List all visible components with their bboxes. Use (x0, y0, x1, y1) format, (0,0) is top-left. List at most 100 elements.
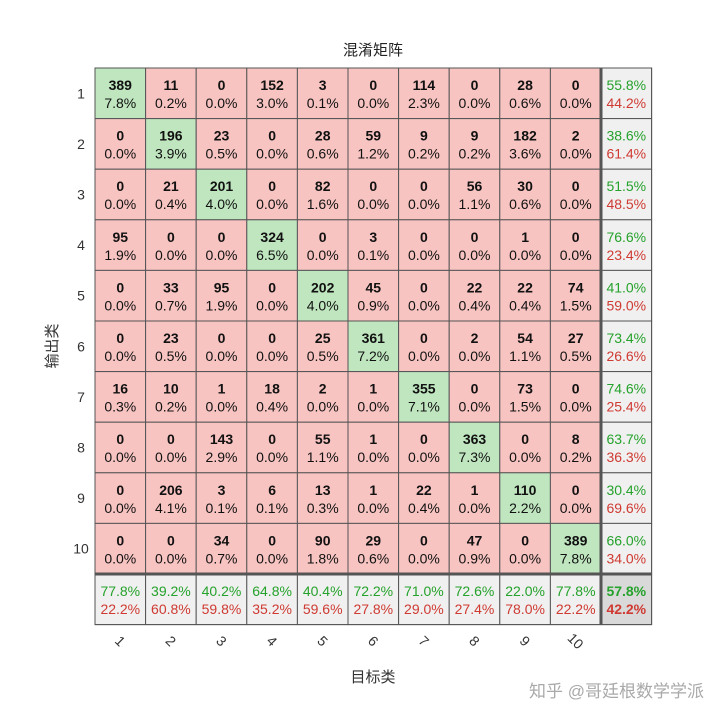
cell-count: 33 (163, 279, 179, 295)
cell-count: 2 (471, 330, 479, 346)
x-tick-labels: 1 2 3 4 5 6 7 8 9 10 (112, 630, 587, 652)
x-tick-label: 4 (264, 633, 281, 650)
cell-percent: 0.0% (307, 247, 339, 263)
y-tick-label: 3 (77, 187, 85, 203)
cell-count: 324 (260, 229, 284, 245)
row-summary-cell (600, 118, 653, 170)
x-tick-label: 10 (565, 630, 587, 652)
matrix-cell-incorrect (94, 522, 147, 575)
col-summary-correct-percent: 77.8% (556, 583, 596, 599)
cell-count: 361 (362, 330, 386, 346)
cell-count: 90 (315, 532, 331, 548)
col-summary-cell (296, 573, 349, 626)
matrix-cell-correct (296, 269, 349, 322)
matrix-border (94, 67, 653, 626)
y-tick-label: 10 (73, 541, 89, 557)
matrix-cell-incorrect (296, 168, 349, 221)
matrix-cell-incorrect (398, 269, 450, 322)
col-summary-error-percent: 27.8% (353, 601, 393, 617)
col-summary-error-percent: 59.6% (303, 601, 343, 617)
cell-count: 0 (116, 128, 124, 144)
cell-count: 0 (572, 178, 580, 194)
cell-percent: 1.9% (104, 247, 136, 263)
cell-percent: 0.1% (206, 500, 238, 516)
cell-count: 73 (517, 381, 533, 397)
cell-count: 1 (369, 381, 377, 397)
matrix-cell-incorrect (195, 320, 248, 373)
cell-count: 0 (420, 279, 428, 295)
matrix-cell-incorrect (195, 118, 248, 170)
matrix-cell-incorrect (499, 269, 551, 322)
matrix-cell-incorrect (549, 118, 602, 170)
matrix-cell-incorrect (145, 67, 197, 120)
x-tick-label: 6 (365, 633, 382, 650)
cell-percent: 0.0% (256, 449, 288, 465)
cell-count: 0 (167, 229, 175, 245)
cell-percent: 0.0% (408, 196, 440, 212)
cell-count: 3 (369, 229, 377, 245)
matrix-cell-incorrect (347, 67, 400, 120)
matrix-cell-incorrect (145, 269, 197, 322)
cell-count: 9 (471, 128, 479, 144)
matrix-cell-incorrect (398, 168, 450, 221)
cell-count: 1 (369, 482, 377, 498)
col-summary-error-percent: 29.0% (404, 601, 444, 617)
cell-count: 3 (218, 482, 226, 498)
matrix-cell-incorrect (398, 320, 450, 373)
matrix-cell-incorrect (448, 320, 501, 373)
matrix-cell-incorrect (195, 269, 248, 322)
row-summary-error-percent: 26.6% (606, 348, 646, 364)
matrix-cell-incorrect (398, 472, 450, 524)
matrix-cell-incorrect (549, 219, 602, 271)
cell-percent: 0.6% (509, 95, 541, 111)
matrix-cell-incorrect (94, 118, 147, 170)
cell-count: 389 (564, 532, 588, 548)
matrix-cell-incorrect (296, 320, 349, 373)
matrix-cell-incorrect (549, 168, 602, 221)
matrix-cell-incorrect (195, 421, 248, 474)
matrix-cell-correct (448, 421, 501, 474)
cell-percent: 0.0% (408, 449, 440, 465)
cell-count: 25 (315, 330, 331, 346)
cell-count: 0 (167, 532, 175, 548)
cell-count: 0 (420, 178, 428, 194)
cell-percent: 0.0% (560, 399, 592, 415)
cell-percent: 0.3% (104, 399, 136, 415)
x-axis-label: 目标类 (350, 669, 395, 686)
row-summary-error-percent: 23.4% (606, 247, 646, 263)
row-summary-correct-percent: 51.5% (606, 178, 646, 194)
cell-percent: 7.2% (357, 348, 389, 364)
cell-percent: 0.3% (307, 500, 339, 516)
cell-percent: 0.0% (357, 196, 389, 212)
matrix-separators (94, 67, 653, 626)
cell-count: 202 (311, 279, 335, 295)
cell-percent: 0.9% (459, 550, 491, 566)
col-summary-cell (448, 573, 501, 626)
cell-count: 0 (218, 77, 226, 93)
cell-percent: 0.0% (104, 348, 136, 364)
matrix-cell-incorrect (296, 118, 349, 170)
cell-count: 0 (572, 482, 580, 498)
cell-count: 363 (463, 431, 487, 447)
row-summary-error-percent: 59.0% (606, 297, 646, 313)
row-summary-correct-percent: 76.6% (606, 229, 646, 245)
cell-count: 206 (159, 482, 183, 498)
y-tick-label: 9 (77, 490, 85, 506)
cell-percent: 0.0% (206, 399, 238, 415)
cell-count: 152 (260, 77, 284, 93)
row-summary-cell (600, 371, 653, 423)
cell-percent: 3.9% (155, 146, 187, 162)
cell-percent: 0.0% (509, 550, 541, 566)
col-summary-cell (145, 573, 197, 626)
x-tick-label: 9 (517, 633, 534, 650)
cell-count: 0 (268, 178, 276, 194)
x-tick-label: 8 (466, 633, 483, 650)
cell-percent: 0.0% (560, 95, 592, 111)
cell-percent: 0.7% (155, 297, 187, 313)
cell-count: 0 (319, 229, 327, 245)
cell-percent: 1.9% (206, 297, 238, 313)
matrix-cell-incorrect (448, 118, 501, 170)
matrix-cell-incorrect (347, 371, 400, 423)
col-summary-error-percent: 60.8% (151, 601, 191, 617)
cell-count: 0 (218, 330, 226, 346)
